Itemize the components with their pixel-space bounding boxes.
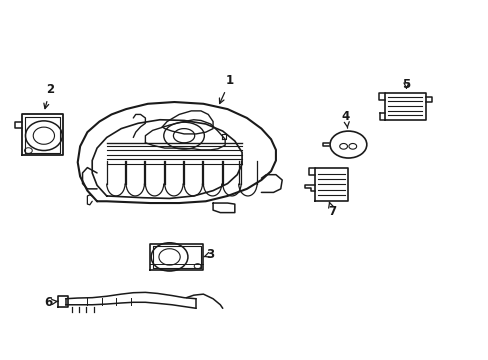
Text: 7: 7 bbox=[328, 202, 336, 219]
Text: 4: 4 bbox=[341, 110, 349, 128]
Text: 5: 5 bbox=[402, 78, 410, 91]
Text: 1: 1 bbox=[219, 74, 234, 104]
Text: 3: 3 bbox=[203, 248, 214, 261]
Text: 2: 2 bbox=[44, 83, 54, 109]
Text: 6: 6 bbox=[44, 296, 58, 309]
